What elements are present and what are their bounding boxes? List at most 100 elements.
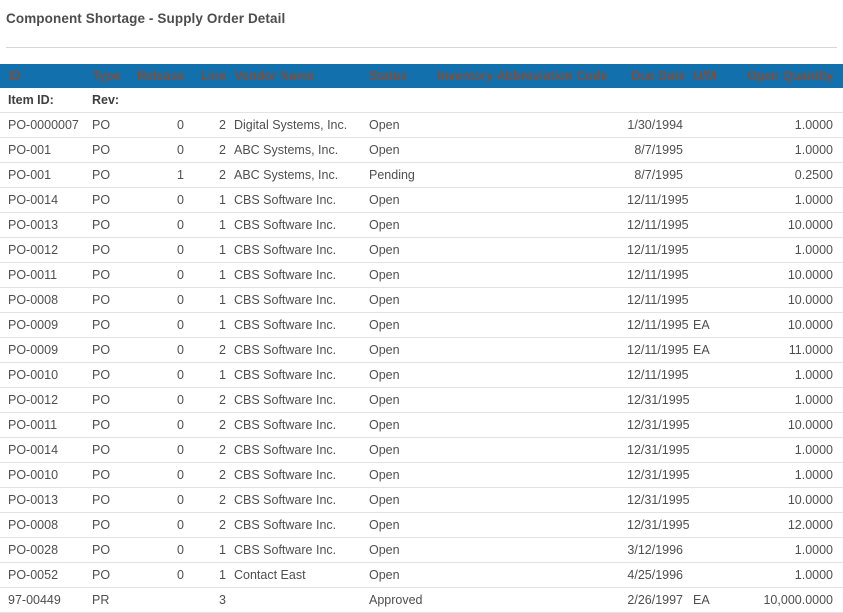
column-header-inventory[interactable]: Inventory Abbreviation Code	[433, 64, 623, 88]
cell-status: Open	[365, 112, 433, 138]
table-row[interactable]: PO-0014 PO 0 1 CBS Software Inc. Open 12/11/19…	[0, 187, 843, 213]
column-header-release[interactable]: Release	[128, 64, 188, 88]
column-header-due-date[interactable]: Due Date	[623, 64, 689, 88]
cell-type: PO	[88, 137, 128, 163]
cell-due_date: 8/7/1995	[623, 162, 689, 188]
cell-type: PO	[88, 412, 128, 438]
cell-open_quantity: 1.0000	[723, 112, 843, 138]
cell-type: PO	[88, 362, 128, 388]
cell-inventory	[433, 487, 623, 513]
cell-id: PO-0008	[0, 287, 88, 313]
table-row[interactable]: PO-0009 PO 0 1 CBS Software Inc. Open 12/11/19…	[0, 312, 843, 338]
cell-line: 2	[188, 512, 230, 538]
cell-id: PO-0013	[0, 212, 88, 238]
cell-release: 0	[128, 387, 188, 413]
cell-id: PO-0011	[0, 412, 88, 438]
cell-um	[689, 162, 723, 188]
table-row[interactable]: PO-0012 PO 0 2 CBS Software Inc. Open 12/31/19…	[0, 387, 843, 413]
column-header-type[interactable]: Type	[88, 64, 128, 88]
cell-line: 2	[188, 112, 230, 138]
cell-open_quantity: 10,000.0000	[723, 587, 843, 613]
cell-id: PO-0010	[0, 362, 88, 388]
cell-due_date: 12/11/1995	[623, 212, 689, 238]
cell-id: PO-0011	[0, 262, 88, 288]
table-row[interactable]: PO-0013 PO 0 2 CBS Software Inc. Open 12/31/19…	[0, 487, 843, 513]
cell-vendor: CBS Software Inc.	[230, 237, 365, 263]
cell-open_quantity: 10.0000	[723, 312, 843, 338]
cell-open_quantity: 1.0000	[723, 387, 843, 413]
cell-due_date: 12/11/1995	[623, 187, 689, 213]
supply-order-detail-table: ID Type Release Line Vendor Name Status …	[0, 64, 843, 613]
page-title: Component Shortage - Supply Order Detail	[6, 11, 285, 26]
cell-open_quantity: 1.0000	[723, 137, 843, 163]
cell-vendor: CBS Software Inc.	[230, 462, 365, 488]
cell-type: PO	[88, 262, 128, 288]
cell-type: PO	[88, 537, 128, 563]
cell-line: 2	[188, 487, 230, 513]
cell-due_date: 12/11/1995	[623, 312, 689, 338]
cell-vendor: CBS Software Inc.	[230, 262, 365, 288]
cell-um	[689, 237, 723, 263]
column-header-id[interactable]: ID	[0, 64, 88, 88]
cell-open_quantity: 10.0000	[723, 412, 843, 438]
table-row[interactable]: PO-0008 PO 0 2 CBS Software Inc. Open 12/31/19…	[0, 512, 843, 538]
column-header-open-qty[interactable]: Open Quantity	[723, 64, 843, 88]
column-header-vendor[interactable]: Vendor Name	[230, 64, 365, 88]
cell-open_quantity: 1.0000	[723, 237, 843, 263]
cell-id: PO-0009	[0, 312, 88, 338]
cell-line: 1	[188, 287, 230, 313]
cell-release: 0	[128, 537, 188, 563]
cell-line: 2	[188, 137, 230, 163]
cell-vendor: CBS Software Inc.	[230, 412, 365, 438]
table-row[interactable]: PO-0010 PO 0 1 CBS Software Inc. Open 12/11/19…	[0, 362, 843, 388]
cell-inventory	[433, 262, 623, 288]
table-row[interactable]: PO-0008 PO 0 1 CBS Software Inc. Open 12/11/19…	[0, 287, 843, 313]
cell-inventory	[433, 537, 623, 563]
cell-release: 0	[128, 212, 188, 238]
cell-id: PO-0012	[0, 237, 88, 263]
table-row[interactable]: PO-0014 PO 0 2 CBS Software Inc. Open 12/31/19…	[0, 437, 843, 463]
cell-id: PO-0014	[0, 187, 88, 213]
table-row[interactable]: PO-0000007 PO 0 2 Digital Systems, Inc. Open 1…	[0, 112, 843, 138]
table-row[interactable]: PO-0012 PO 0 1 CBS Software Inc. Open 12/11/19…	[0, 237, 843, 263]
table-row[interactable]: PO-0011 PO 0 2 CBS Software Inc. Open 12/31/19…	[0, 412, 843, 438]
table-body: PO-0000007 PO 0 2 Digital Systems, Inc. Open 1…	[0, 112, 843, 613]
cell-status: Open	[365, 262, 433, 288]
cell-line: 1	[188, 212, 230, 238]
column-header-status[interactable]: Status	[365, 64, 433, 88]
cell-inventory	[433, 512, 623, 538]
cell-status: Open	[365, 512, 433, 538]
cell-type: PO	[88, 512, 128, 538]
table-row[interactable]: PO-001 PO 0 2 ABC Systems, Inc. Open 8/7/1995 1…	[0, 137, 843, 163]
table-row[interactable]: PO-0028 PO 0 1 CBS Software Inc. Open 3/12/199…	[0, 537, 843, 563]
table-row[interactable]: PO-0009 PO 0 2 CBS Software Inc. Open 12/11/19…	[0, 337, 843, 363]
cell-open_quantity: 1.0000	[723, 362, 843, 388]
column-header-line[interactable]: Line	[188, 64, 230, 88]
cell-inventory	[433, 337, 623, 363]
cell-status: Open	[365, 187, 433, 213]
cell-release: 0	[128, 462, 188, 488]
cell-due_date: 12/11/1995	[623, 262, 689, 288]
cell-line: 1	[188, 562, 230, 588]
page-title-sub: Supply Order Detail	[157, 11, 286, 26]
cell-um	[689, 287, 723, 313]
cell-vendor: CBS Software Inc.	[230, 212, 365, 238]
column-header-um[interactable]: U/M	[689, 64, 723, 88]
table-row[interactable]: PO-0011 PO 0 1 CBS Software Inc. Open 12/11/19…	[0, 262, 843, 288]
cell-id: PO-0028	[0, 537, 88, 563]
table-row[interactable]: PO-0013 PO 0 1 CBS Software Inc. Open 12/11/19…	[0, 212, 843, 238]
group-header-spacer	[188, 88, 843, 113]
table-row[interactable]: PO-001 PO 1 2 ABC Systems, Inc. Pending 8/7/19…	[0, 162, 843, 188]
cell-release: 1	[128, 162, 188, 188]
cell-line: 1	[188, 262, 230, 288]
cell-vendor: CBS Software Inc.	[230, 487, 365, 513]
cell-um: EA	[689, 587, 723, 613]
cell-id: PO-0009	[0, 337, 88, 363]
table-row[interactable]: 97-00449 PR 3 Approved 2/26/1997 EA 10,000.000…	[0, 587, 843, 613]
table-row[interactable]: PO-0010 PO 0 2 CBS Software Inc. Open 12/31/19…	[0, 462, 843, 488]
cell-um	[689, 462, 723, 488]
table-row[interactable]: PO-0052 PO 0 1 Contact East Open 4/25/1996 1.00…	[0, 562, 843, 588]
cell-um	[689, 412, 723, 438]
page-title-separator: -	[148, 11, 154, 26]
cell-inventory	[433, 112, 623, 138]
